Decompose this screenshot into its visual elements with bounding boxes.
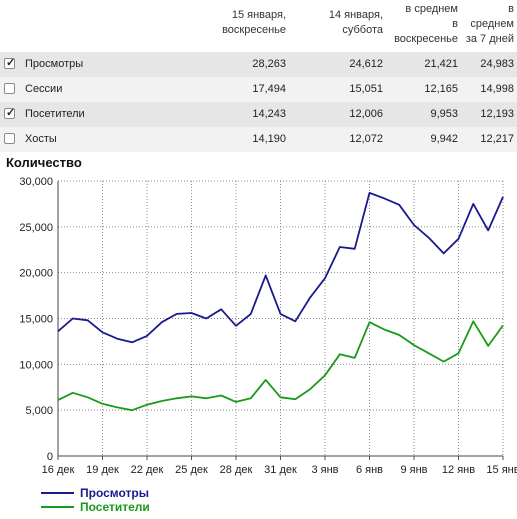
x-tick-label: 25 дек	[175, 464, 208, 476]
y-tick-label: 10,000	[19, 359, 53, 371]
column-header-jan14: 14 января, суббота	[290, 8, 383, 38]
cell-value: 28,263	[252, 58, 286, 70]
row-label: Просмотры	[25, 58, 84, 70]
x-tick-label: 15 янв	[486, 464, 517, 476]
column-header-avg-sunday: в среднем в воскресенье	[385, 2, 458, 47]
header-line: в	[508, 3, 514, 15]
legend-swatch	[41, 506, 74, 508]
cell-value: 24,983	[480, 58, 514, 70]
y-tick-label: 25,000	[19, 222, 53, 234]
x-tick-label: 19 дек	[86, 464, 119, 476]
table-row-views[interactable]: ✓ Просмотры 28,263 24,612 21,421 24,983	[0, 52, 517, 77]
cell-value: 14,243	[252, 108, 286, 120]
column-header-jan15: 15 января, воскресенье	[190, 8, 286, 38]
chart-title: Количество	[6, 155, 82, 170]
y-tick-label: 30,000	[19, 176, 53, 188]
header-line: воскресенье	[394, 33, 458, 45]
cell-value: 12,217	[480, 133, 514, 145]
header-line: в среднем	[405, 3, 458, 15]
header-line: за 7 дней	[465, 33, 514, 45]
cell-value: 14,998	[480, 83, 514, 95]
header-line: суббота	[342, 24, 383, 36]
column-header-avg-7days: в среднем за 7 дней	[455, 2, 514, 47]
header-line: в	[452, 18, 458, 30]
x-tick-label: 28 дек	[220, 464, 253, 476]
table-row-visitors[interactable]: ✓ Посетители 14,243 12,006 9,953 12,193	[0, 102, 517, 127]
row-label: Посетители	[25, 108, 85, 120]
x-tick-label: 3 янв	[311, 464, 338, 476]
legend-label: Просмотры	[80, 486, 150, 500]
x-tick-label: 6 янв	[356, 464, 383, 476]
cell-value: 17,494	[252, 83, 286, 95]
y-tick-label: 20,000	[19, 268, 53, 280]
cell-value: 12,006	[349, 108, 383, 120]
cell-value: 9,953	[430, 108, 458, 120]
header-line: воскресенье	[222, 24, 286, 36]
table-row-hosts[interactable]: Хосты 14,190 12,072 9,942 12,217	[0, 127, 517, 152]
header-line: 15 января,	[231, 9, 286, 21]
y-tick-label: 15,000	[19, 314, 53, 326]
header-line: 14 января,	[328, 9, 383, 21]
check-icon: ✓	[6, 107, 16, 119]
y-tick-label: 5,000	[25, 405, 53, 417]
cell-value: 15,051	[349, 83, 383, 95]
cell-value: 21,421	[424, 58, 458, 70]
cell-value: 12,165	[424, 83, 458, 95]
visitors-checkbox[interactable]: ✓	[4, 107, 16, 119]
cell-value: 24,612	[349, 58, 383, 70]
cell-value: 9,942	[430, 133, 458, 145]
x-tick-label: 22 дек	[131, 464, 164, 476]
check-icon: ✓	[6, 57, 16, 69]
views-checkbox[interactable]: ✓	[4, 57, 16, 69]
cell-value: 14,190	[252, 133, 286, 145]
y-tick-label: 0	[47, 451, 53, 463]
table-row-sessions[interactable]: Сессии 17,494 15,051 12,165 14,998	[0, 77, 517, 102]
series-line-views	[57, 191, 504, 344]
hosts-checkbox[interactable]	[4, 133, 15, 144]
legend-swatch	[41, 492, 74, 494]
cell-value: 12,072	[349, 133, 383, 145]
header-line: среднем	[470, 18, 514, 30]
legend-label: Посетители	[80, 500, 150, 514]
x-tick-label: 31 дек	[264, 464, 297, 476]
row-label: Сессии	[25, 83, 63, 95]
x-tick-label: 16 дек	[42, 464, 75, 476]
x-tick-label: 12 янв	[442, 464, 475, 476]
row-label: Хосты	[25, 133, 57, 145]
cell-value: 12,193	[480, 108, 514, 120]
sessions-checkbox[interactable]	[4, 83, 15, 94]
stats-header: 15 января, воскресенье 14 января, суббот…	[0, 0, 517, 52]
x-tick-label: 9 янв	[400, 464, 427, 476]
series-line-visitors	[57, 320, 504, 412]
